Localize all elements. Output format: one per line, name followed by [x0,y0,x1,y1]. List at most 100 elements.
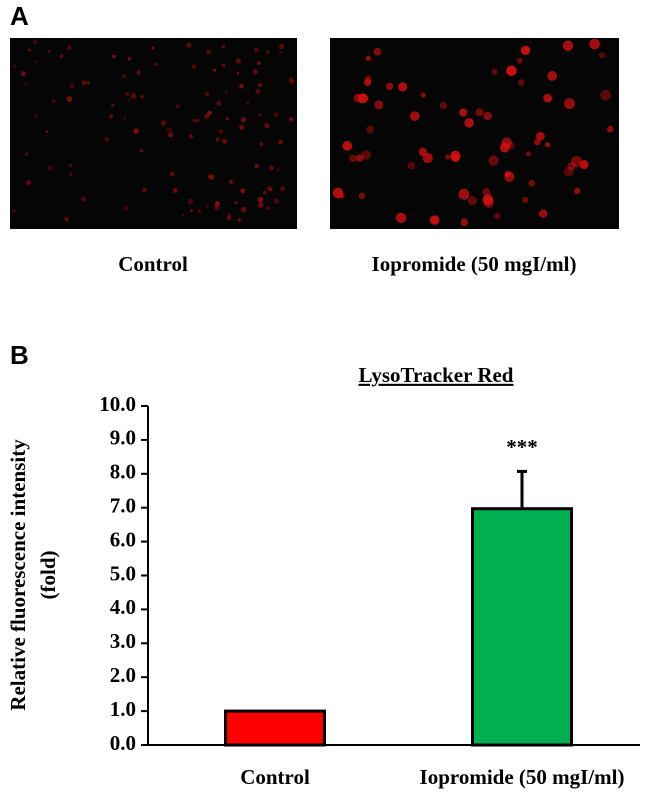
cell-spot [538,209,548,218]
cell-spot [205,204,209,208]
cell-spot [218,129,224,134]
cell-spot [258,83,262,87]
cell-spot [504,171,511,178]
cell-spot [166,127,173,133]
cell-spot [342,141,353,151]
cell-spot [140,148,144,153]
y-tick-label: 10.0 [99,392,136,416]
cell-spot [136,70,141,75]
cell-spot [207,110,212,116]
cell-spot [27,48,31,52]
cell-spot [24,82,28,87]
cell-spot [278,140,283,145]
cell-spot [169,171,175,177]
cell-spot [142,187,147,193]
cell-spot [488,155,499,166]
cell-spot [269,165,274,171]
cell-spot [47,165,54,171]
cell-spot [507,142,515,150]
y-axis-title: Relative fluorescence intensity (fold) [6,439,60,711]
cell-spot [543,93,552,103]
y-tick-label: 6.0 [110,527,136,551]
y-tick-label: 7.0 [110,494,136,518]
cell-spot [574,187,581,194]
cell-spot [536,131,545,141]
cell-spot [264,123,270,129]
cell-spot [239,124,245,130]
panel-label: B [10,340,29,370]
cell-spot [236,71,240,75]
cell-spot [522,196,529,203]
cell-spot [227,213,232,218]
cell-spot [190,209,194,213]
cell-spot [494,212,501,220]
cell-spot [109,114,114,119]
cell-spot [214,205,220,211]
cell-spot [32,40,38,45]
cell-spot [398,82,408,92]
cell-spot [491,68,498,75]
cell-spot [420,92,426,98]
cell-spot [525,151,531,157]
cell-spot [111,103,115,107]
cell-spot [125,92,130,96]
cell-spot [444,154,451,160]
cell-spot [571,156,582,167]
cell-spot [172,188,178,193]
cell-spot [204,113,210,119]
cell-spot [168,132,174,138]
cell-spot [373,47,382,56]
cell-spot [204,91,210,97]
cell-spot [168,133,173,138]
cell-spot [459,108,468,117]
cell-spot [69,83,75,89]
cell-spot [225,117,230,121]
cell-spot [104,137,110,142]
cell-spot [520,45,531,55]
cell-spot [47,50,51,53]
cell-spot [221,44,226,49]
cell-spot [196,119,200,122]
cell-spot [80,196,87,202]
cell-spot [259,142,264,147]
micrograph [330,38,619,229]
cell-spot [140,94,144,99]
cell-spot [64,217,69,222]
cell-spot [12,64,17,69]
cell-spot [506,65,517,76]
image-caption: Control [118,252,188,276]
panel-label: A [10,1,29,31]
cell-spot [430,215,440,225]
cell-spot [51,99,56,104]
cell-spot [528,179,536,187]
cell-spot [254,164,259,169]
bar [224,709,326,747]
cell-spot [450,150,461,162]
cell-spot [123,205,129,211]
cell-spot [252,69,258,75]
cell-spot [278,50,282,54]
cell-spot [410,111,420,121]
cell-spot [385,82,394,91]
cell-spot [364,78,372,87]
cell-spot [439,101,448,110]
cell-spot [273,112,279,118]
cell-spot [516,57,523,64]
cell-spot [482,188,491,196]
cell-spot [534,138,541,146]
cell-spot [197,209,202,214]
y-tick-label: 0.0 [110,731,136,755]
cell-spot [256,61,261,66]
cell-spot [563,98,575,110]
y-tick-label: 4.0 [110,595,136,619]
cell-spot [222,138,228,144]
cell-spot [188,134,194,139]
cell-spot [186,42,192,48]
cell-spot [348,154,357,163]
cell-spot [216,100,222,106]
cell-spot [187,198,194,205]
cell-spot [191,64,197,69]
cell-spot [467,196,477,206]
cell-spot [544,141,551,148]
cell-spot [289,79,295,85]
